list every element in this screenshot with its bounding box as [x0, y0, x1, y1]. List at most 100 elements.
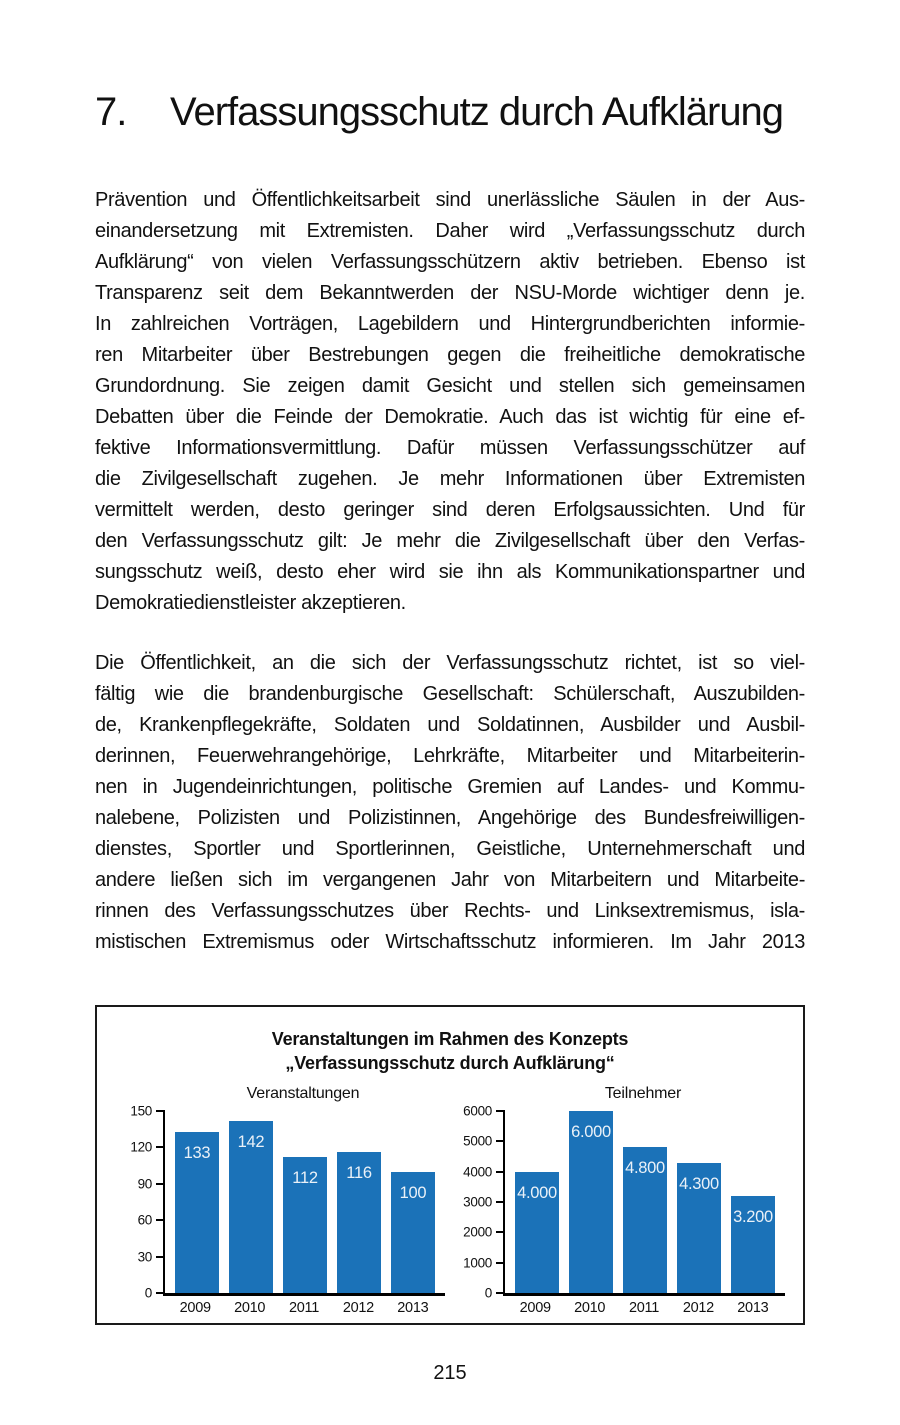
- plot-wrap: 0 30 60 90 120 150 133 142 112 116 100 2: [130, 1104, 445, 1316]
- text-line: mistischen Extremismus oder Wirtschaftss…: [95, 931, 805, 953]
- bar-2010: 6.000: [569, 1111, 613, 1293]
- bar-value-label: 4.300: [679, 1174, 719, 1193]
- x-tick-label: 2010: [234, 1300, 266, 1316]
- page-number: 215: [433, 1362, 467, 1384]
- y-tick-label: 0: [484, 1285, 493, 1301]
- y-tick-label: 3000: [463, 1194, 492, 1210]
- y-axis-tick: 1000: [463, 1255, 505, 1270]
- text-line: Aufklärung“ von vielen Verfassungsschütz…: [95, 251, 805, 273]
- chapter-title: Verfassungsschutz durch Aufklärung: [170, 90, 784, 134]
- text-line: Prävention und Öffentlichkeitsarbeit sin…: [95, 189, 805, 211]
- text-line: derinnen, Feuerwehrangehörige, Lehrkräft…: [95, 745, 805, 767]
- bar-value-label: 112: [292, 1169, 318, 1188]
- x-tick-label: 2011: [629, 1300, 659, 1316]
- plot-area-teilnehmer: 0 1000 2000 3000 4000 5000 6000 4.000 6.…: [463, 1104, 785, 1301]
- y-axis-tick: 5000: [463, 1134, 505, 1149]
- chapter-heading: 7. Verfassungsschutz durch Aufklärung: [95, 90, 805, 135]
- y-axis-tick: 3000: [463, 1195, 505, 1210]
- bar-2013: 100: [391, 1171, 435, 1293]
- x-tick-label: 2013: [737, 1300, 769, 1316]
- bar-2012: 4.300: [677, 1162, 721, 1293]
- bar-slot: 112: [278, 1111, 332, 1293]
- text-line: den Verfassungsschutz gilt: Je mehr die …: [95, 530, 805, 552]
- bar-2011: 112: [283, 1157, 327, 1293]
- bar-slot: 4.800: [618, 1111, 672, 1293]
- text-line: ren Mitarbeiter über Bestrebungen gegen …: [95, 344, 805, 366]
- text-line: einandersetzung mit Extremisten. Daher w…: [95, 220, 805, 242]
- x-tick-label: 2009: [179, 1300, 211, 1316]
- y-axis-tick: 0: [145, 1286, 165, 1301]
- bar-2013: 3.200: [731, 1195, 775, 1293]
- chart-teilnehmer: Teilnehmer 0 1000 2000 3000 4000 5000 60…: [455, 1085, 785, 1316]
- bar-slot: 100: [386, 1111, 440, 1293]
- figure-title: Veranstaltungen im Rahmen des Konzepts „…: [107, 1027, 793, 1075]
- bar-2012: 116: [337, 1152, 381, 1293]
- bar-value-label: 4.800: [625, 1159, 665, 1178]
- y-axis-tick: 60: [138, 1213, 165, 1228]
- text-line: Debatten über die Feinde der Demokratie.…: [95, 406, 805, 428]
- y-tick-label: 4000: [463, 1164, 492, 1180]
- bar-value-label: 3.200: [733, 1207, 773, 1226]
- bars-group: 133 142 112 116 100: [165, 1111, 445, 1293]
- bar-2009: 133: [175, 1131, 219, 1293]
- text-line: sungsschutz weiß, desto eher wird sie ih…: [95, 561, 805, 583]
- chart-teilnehmer-title: Teilnehmer: [604, 1085, 682, 1102]
- y-tick-label: 2000: [463, 1224, 492, 1240]
- bar-value-label: 6.000: [571, 1123, 611, 1141]
- bar-value-label: 133: [183, 1143, 211, 1162]
- y-axis-tick: 120: [130, 1140, 165, 1155]
- text-line: fältig wie die brandenburgische Gesellsc…: [95, 683, 805, 705]
- bar-slot: 133: [170, 1111, 224, 1293]
- bar-2010: 142: [229, 1120, 273, 1293]
- text-line: fektive Informationsvermittlung. Dafür m…: [95, 437, 805, 459]
- figure-title-line1: Veranstaltungen im Rahmen des Konzepts: [271, 1029, 629, 1049]
- bar-value-label: 116: [346, 1164, 372, 1183]
- text-line: dienstes, Sportler und Sportlerinnen, Ge…: [95, 838, 805, 860]
- y-tick-label: 5000: [463, 1133, 492, 1149]
- figure-title-line2: „Verfassungsschutz durch Aufklärung“: [285, 1053, 615, 1073]
- chapter-number: 7.: [95, 90, 127, 134]
- bar-slot: 4.300: [672, 1111, 726, 1293]
- text-line: nen in Jugendeinrichtungen, politische G…: [95, 776, 805, 798]
- paragraph-1: Prävention und Öffentlichkeitsarbeit sin…: [95, 185, 805, 619]
- bar-slot: 3.200: [726, 1111, 780, 1293]
- x-tick-label: 2013: [397, 1300, 429, 1316]
- text-line: die Zivilgesellschaft zugehen. Je mehr I…: [95, 468, 805, 490]
- y-tick-label: 30: [137, 1249, 153, 1265]
- y-axis-tick: 0: [485, 1286, 505, 1301]
- bar-2009: 4.000: [515, 1171, 559, 1293]
- bars-group: 4.000 6.000 4.800 4.300 3.200: [505, 1111, 785, 1293]
- y-tick-label: 120: [130, 1139, 152, 1155]
- text-line: Die Öffentlichkeit, an die sich der Verf…: [95, 652, 805, 674]
- bar-value-label: 100: [399, 1183, 427, 1202]
- y-axis-tick: 4000: [463, 1164, 505, 1179]
- x-tick-label: 2009: [519, 1300, 551, 1316]
- x-tick-label: 2010: [574, 1300, 606, 1316]
- y-tick-label: 6000: [463, 1103, 492, 1119]
- bar-slot: 6.000: [564, 1111, 618, 1293]
- x-axis-labels: 2009 2010 2011 2012 2013: [503, 1300, 785, 1316]
- figure-box: Veranstaltungen im Rahmen des Konzepts „…: [95, 1005, 805, 1325]
- x-tick-label: 2012: [682, 1300, 714, 1316]
- text-line: nalebene, Polizisten und Polizistinnen, …: [95, 807, 805, 829]
- bar-value-label: 142: [237, 1132, 265, 1151]
- bar-slot: 4.000: [510, 1111, 564, 1293]
- bar-2011: 4.800: [623, 1147, 667, 1293]
- chart-veranstaltungen: Veranstaltungen 0 30 60 90 120 150 133 1…: [115, 1085, 445, 1316]
- y-axis-tick: 2000: [463, 1225, 505, 1240]
- x-axis-labels: 2009 2010 2011 2012 2013: [163, 1300, 445, 1316]
- y-axis-tick: 30: [138, 1249, 165, 1264]
- y-axis-tick: 150: [130, 1104, 165, 1119]
- text-line: de, Krankenpflegekräfte, Soldaten und So…: [95, 714, 805, 736]
- plot-area-veranstaltungen: 0 30 60 90 120 150 133 142 112 116 100: [130, 1104, 445, 1301]
- text-line: andere ließen sich im vergangenen Jahr v…: [95, 869, 805, 891]
- y-tick-label: 150: [130, 1103, 152, 1119]
- text-line: Grundordnung. Sie zeigen damit Gesicht u…: [95, 375, 805, 397]
- bar-slot: 116: [332, 1111, 386, 1293]
- y-tick-label: 60: [137, 1212, 153, 1228]
- x-tick-label: 2012: [342, 1300, 374, 1316]
- charts-row: Veranstaltungen 0 30 60 90 120 150 133 1…: [107, 1085, 793, 1316]
- bar-value-label: 4.000: [517, 1183, 557, 1202]
- text-line: Demokratiedienstleister akzeptieren.: [95, 592, 406, 614]
